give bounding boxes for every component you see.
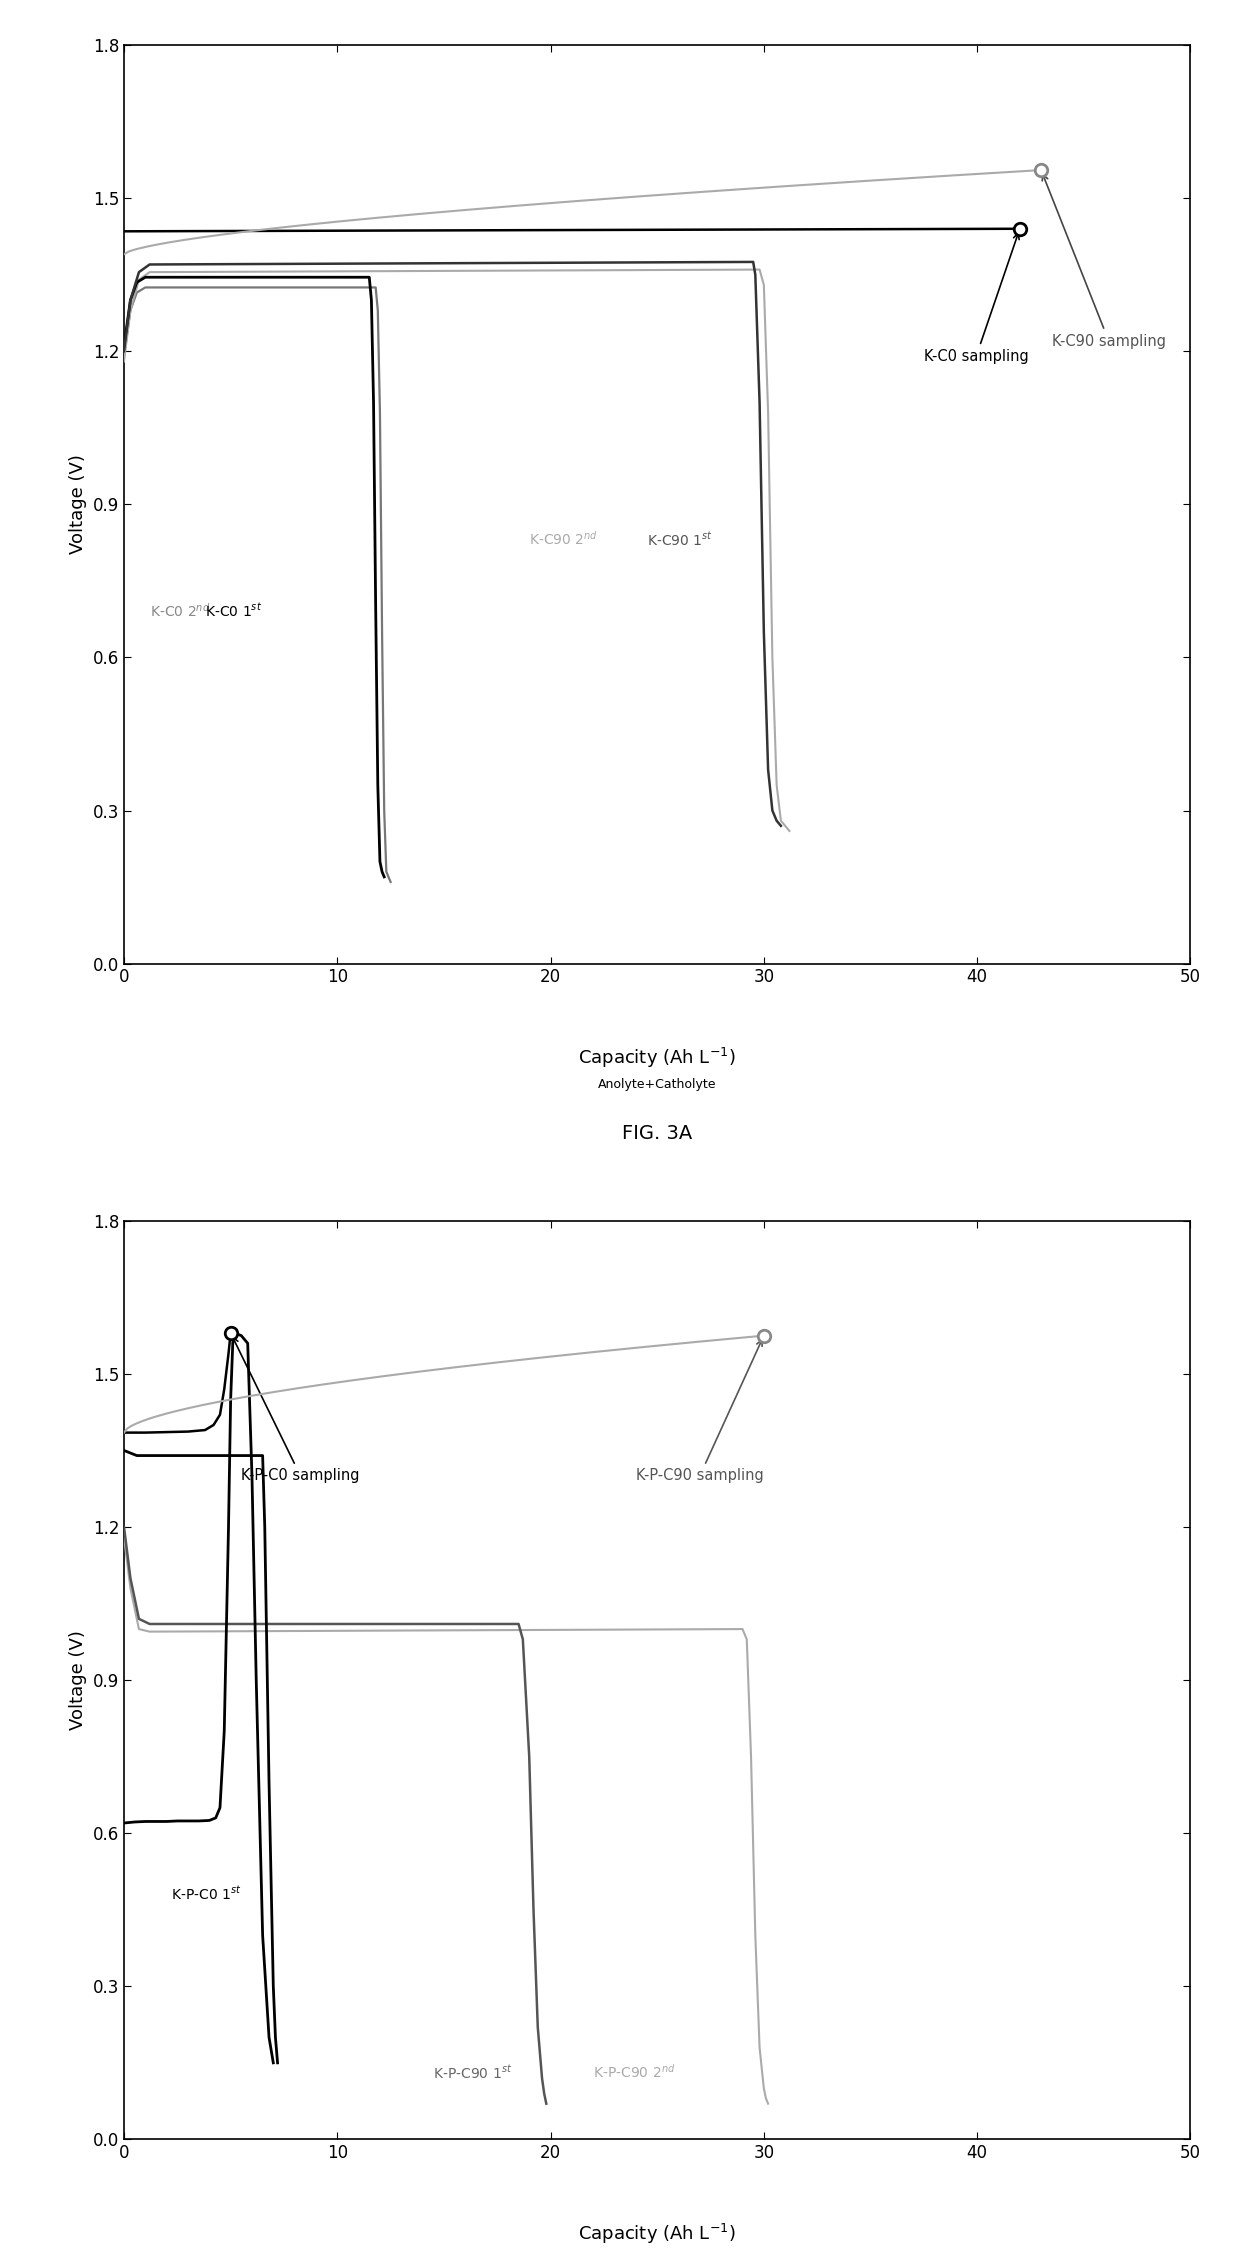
Text: FIG. 3A: FIG. 3A bbox=[622, 1124, 692, 1144]
Text: K-P-C90 sampling: K-P-C90 sampling bbox=[636, 1340, 764, 1484]
Y-axis label: Voltage (V): Voltage (V) bbox=[69, 1630, 87, 1730]
Y-axis label: Voltage (V): Voltage (V) bbox=[69, 455, 87, 554]
Text: Anolyte+Catholyte: Anolyte+Catholyte bbox=[598, 1079, 717, 1092]
Text: K-C0 1$^{st}$: K-C0 1$^{st}$ bbox=[205, 601, 262, 619]
Text: K-P-C90 2$^{nd}$: K-P-C90 2$^{nd}$ bbox=[593, 2063, 676, 2081]
Text: K-P-C0 sampling: K-P-C0 sampling bbox=[233, 1338, 360, 1484]
Text: K-C0 sampling: K-C0 sampling bbox=[924, 234, 1028, 365]
Text: Capacity (Ah L$^{-1}$): Capacity (Ah L$^{-1}$) bbox=[578, 1047, 737, 1070]
Text: K-C0 2$^{nd}$: K-C0 2$^{nd}$ bbox=[150, 601, 210, 619]
Text: K-C90 sampling: K-C90 sampling bbox=[1043, 173, 1166, 349]
Text: K-C90 1$^{st}$: K-C90 1$^{st}$ bbox=[646, 531, 713, 547]
Text: K-P-C0 1$^{st}$: K-P-C0 1$^{st}$ bbox=[171, 1885, 242, 1903]
Text: Capacity (Ah L$^{-1}$): Capacity (Ah L$^{-1}$) bbox=[578, 2223, 737, 2245]
Text: K-P-C90 1$^{st}$: K-P-C90 1$^{st}$ bbox=[433, 2063, 512, 2081]
Text: K-C90 2$^{nd}$: K-C90 2$^{nd}$ bbox=[529, 529, 599, 547]
